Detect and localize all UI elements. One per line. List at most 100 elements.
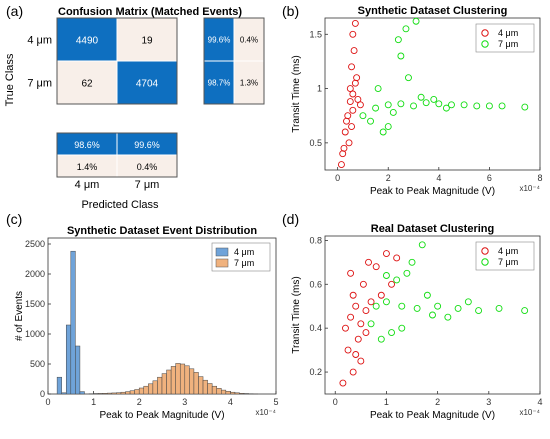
matrix-cell-value: 62	[81, 79, 93, 90]
hist-bar-7um	[180, 364, 185, 394]
hist-bar-7um	[208, 384, 213, 395]
hist-bar-7um	[226, 391, 231, 394]
hist-bar-7um	[217, 388, 222, 394]
hist-bar-4um	[75, 346, 80, 394]
matrix-cell-value: 4704	[136, 79, 159, 90]
matrix-cell-value: 4490	[76, 36, 99, 47]
matrix-row-label: 4 μm	[27, 35, 52, 47]
hist-bar-7um	[221, 390, 226, 394]
real-scatter-ytick-label: 0.2	[309, 367, 322, 377]
hist-bar-7um	[157, 377, 162, 394]
hist-bar-7um	[130, 391, 135, 394]
hist-xtick-label: 4	[228, 397, 233, 407]
matrix-col-label: 7 μm	[135, 179, 160, 191]
matrix-col-label: 4 μm	[75, 179, 100, 191]
hist-xlabel: Peak to Peak Magnitude (V)	[99, 410, 224, 421]
real-scatter-ytick-label: 0.6	[309, 279, 322, 289]
real-scatter-xtick-label: 4	[537, 397, 542, 407]
row-summary-value: 99.6%	[208, 36, 231, 45]
real-scatter-x-exponent: x10⁻⁴	[519, 408, 540, 417]
real-scatter-legend-label: 4 μm	[498, 246, 518, 256]
real-scatter-xtick-label: 3	[486, 397, 491, 407]
hist-bar-4um	[80, 392, 85, 394]
panel-label-b: (b)	[282, 3, 299, 19]
real-scatter-ytick-label: 0.4	[309, 323, 322, 333]
hist-bar-7um	[139, 388, 144, 394]
hist-bar-7um	[203, 380, 208, 394]
hist-bar-7um	[116, 393, 121, 394]
panel-label-a: (a)	[6, 3, 23, 19]
real-scatter-xtick-label: 1	[384, 397, 389, 407]
hist-bar-7um	[126, 392, 131, 394]
real-scatter-ylabel: Transit Time (ms)	[291, 276, 302, 353]
hist-xtick-label: 2	[137, 397, 142, 407]
hist-ylabel: # of Events	[14, 291, 25, 341]
hist-ytick-label: 500	[30, 359, 45, 369]
hist-bar-7um	[148, 384, 153, 394]
hist-bar-7um	[194, 372, 199, 394]
synthetic-scatter-ylabel: Transit Time (ms)	[291, 55, 302, 132]
hist-ytick-label: 2500	[25, 239, 45, 249]
hist-bar-7um	[121, 392, 126, 394]
hist-bar-7um	[107, 393, 112, 394]
hist-x-exponent: x10⁻⁴	[255, 408, 276, 417]
hist-bar-7um	[135, 390, 140, 395]
hist-ytick-label: 2000	[25, 269, 45, 279]
hist-bar-4um	[62, 393, 67, 394]
panel-label-d: (d)	[282, 211, 299, 227]
real-scatter-xtick-label: 2	[435, 397, 440, 407]
hist-bar-7um	[112, 393, 117, 394]
matrix-ylabel: True Class	[4, 53, 16, 106]
synthetic-scatter-xtick-label: 4	[436, 173, 441, 183]
hist-bar-7um	[240, 393, 245, 394]
hist-bar-7um	[153, 381, 158, 394]
hist-bar-4um	[66, 325, 71, 394]
synthetic-scatter-xtick-label: 8	[537, 173, 542, 183]
synthetic-scatter-x-exponent: x10⁻⁴	[519, 184, 540, 193]
row-summary-value: 0.4%	[240, 36, 258, 45]
synthetic-scatter-title: Synthetic Dataset Clustering	[358, 5, 508, 17]
synthetic-scatter-ytick-label: 1.5	[309, 29, 322, 39]
real-scatter-title: Real Dataset Clustering	[371, 223, 494, 235]
real-scatter-legend-label: 7 μm	[498, 257, 518, 267]
hist-bar-7um	[189, 369, 194, 394]
hist-bar-7um	[198, 377, 203, 394]
hist-bar-7um	[144, 386, 149, 394]
hist-bar-7um	[167, 370, 172, 394]
hist-bar-7um	[185, 366, 190, 394]
hist-title: Synthetic Dataset Event Distribution	[67, 225, 257, 237]
real-scatter-xlabel: Peak to Peak Magnitude (V)	[370, 410, 495, 421]
hist-bar-7um	[103, 393, 108, 394]
synthetic-scatter-xlabel: Peak to Peak Magnitude (V)	[370, 186, 495, 197]
hist-bar-7um	[176, 363, 181, 394]
hist-bar-7um	[98, 393, 103, 394]
hist-bar-7um	[230, 392, 235, 394]
hist-xtick-label: 3	[182, 397, 187, 407]
hist-xtick-label: 5	[273, 397, 278, 407]
row-summary-value: 1.3%	[240, 79, 258, 88]
hist-bar-4um	[71, 251, 76, 394]
panel-label-c: (c)	[6, 211, 22, 227]
hist-legend-label: 7 μm	[234, 258, 254, 268]
hist-ytick-label: 1500	[25, 299, 45, 309]
real-scatter-xtick-label: 0	[333, 397, 338, 407]
hist-ytick-label: 0	[40, 389, 45, 399]
hist-legend-marker	[216, 259, 228, 267]
real-scatter-ytick-label: 0.8	[309, 235, 322, 245]
hist-bar-7um	[171, 366, 176, 394]
col-summary-value: 98.6%	[74, 140, 100, 150]
col-summary-value: 99.6%	[134, 140, 160, 150]
hist-legend-marker	[216, 248, 228, 256]
synthetic-scatter-xtick-label: 2	[386, 173, 391, 183]
synthetic-scatter-ytick-label: 0.5	[309, 138, 322, 148]
hist-bar-7um	[212, 386, 217, 394]
col-summary-value: 1.4%	[77, 162, 98, 172]
hist-bar-7um	[162, 374, 167, 394]
col-summary-value: 0.4%	[137, 162, 158, 172]
synthetic-scatter-ytick-label: 1	[317, 84, 322, 94]
hist-xtick-label: 1	[91, 397, 96, 407]
hist-ytick-label: 1000	[25, 329, 45, 339]
hist-legend-label: 4 μm	[234, 247, 254, 257]
hist-bar-4um	[57, 377, 62, 394]
